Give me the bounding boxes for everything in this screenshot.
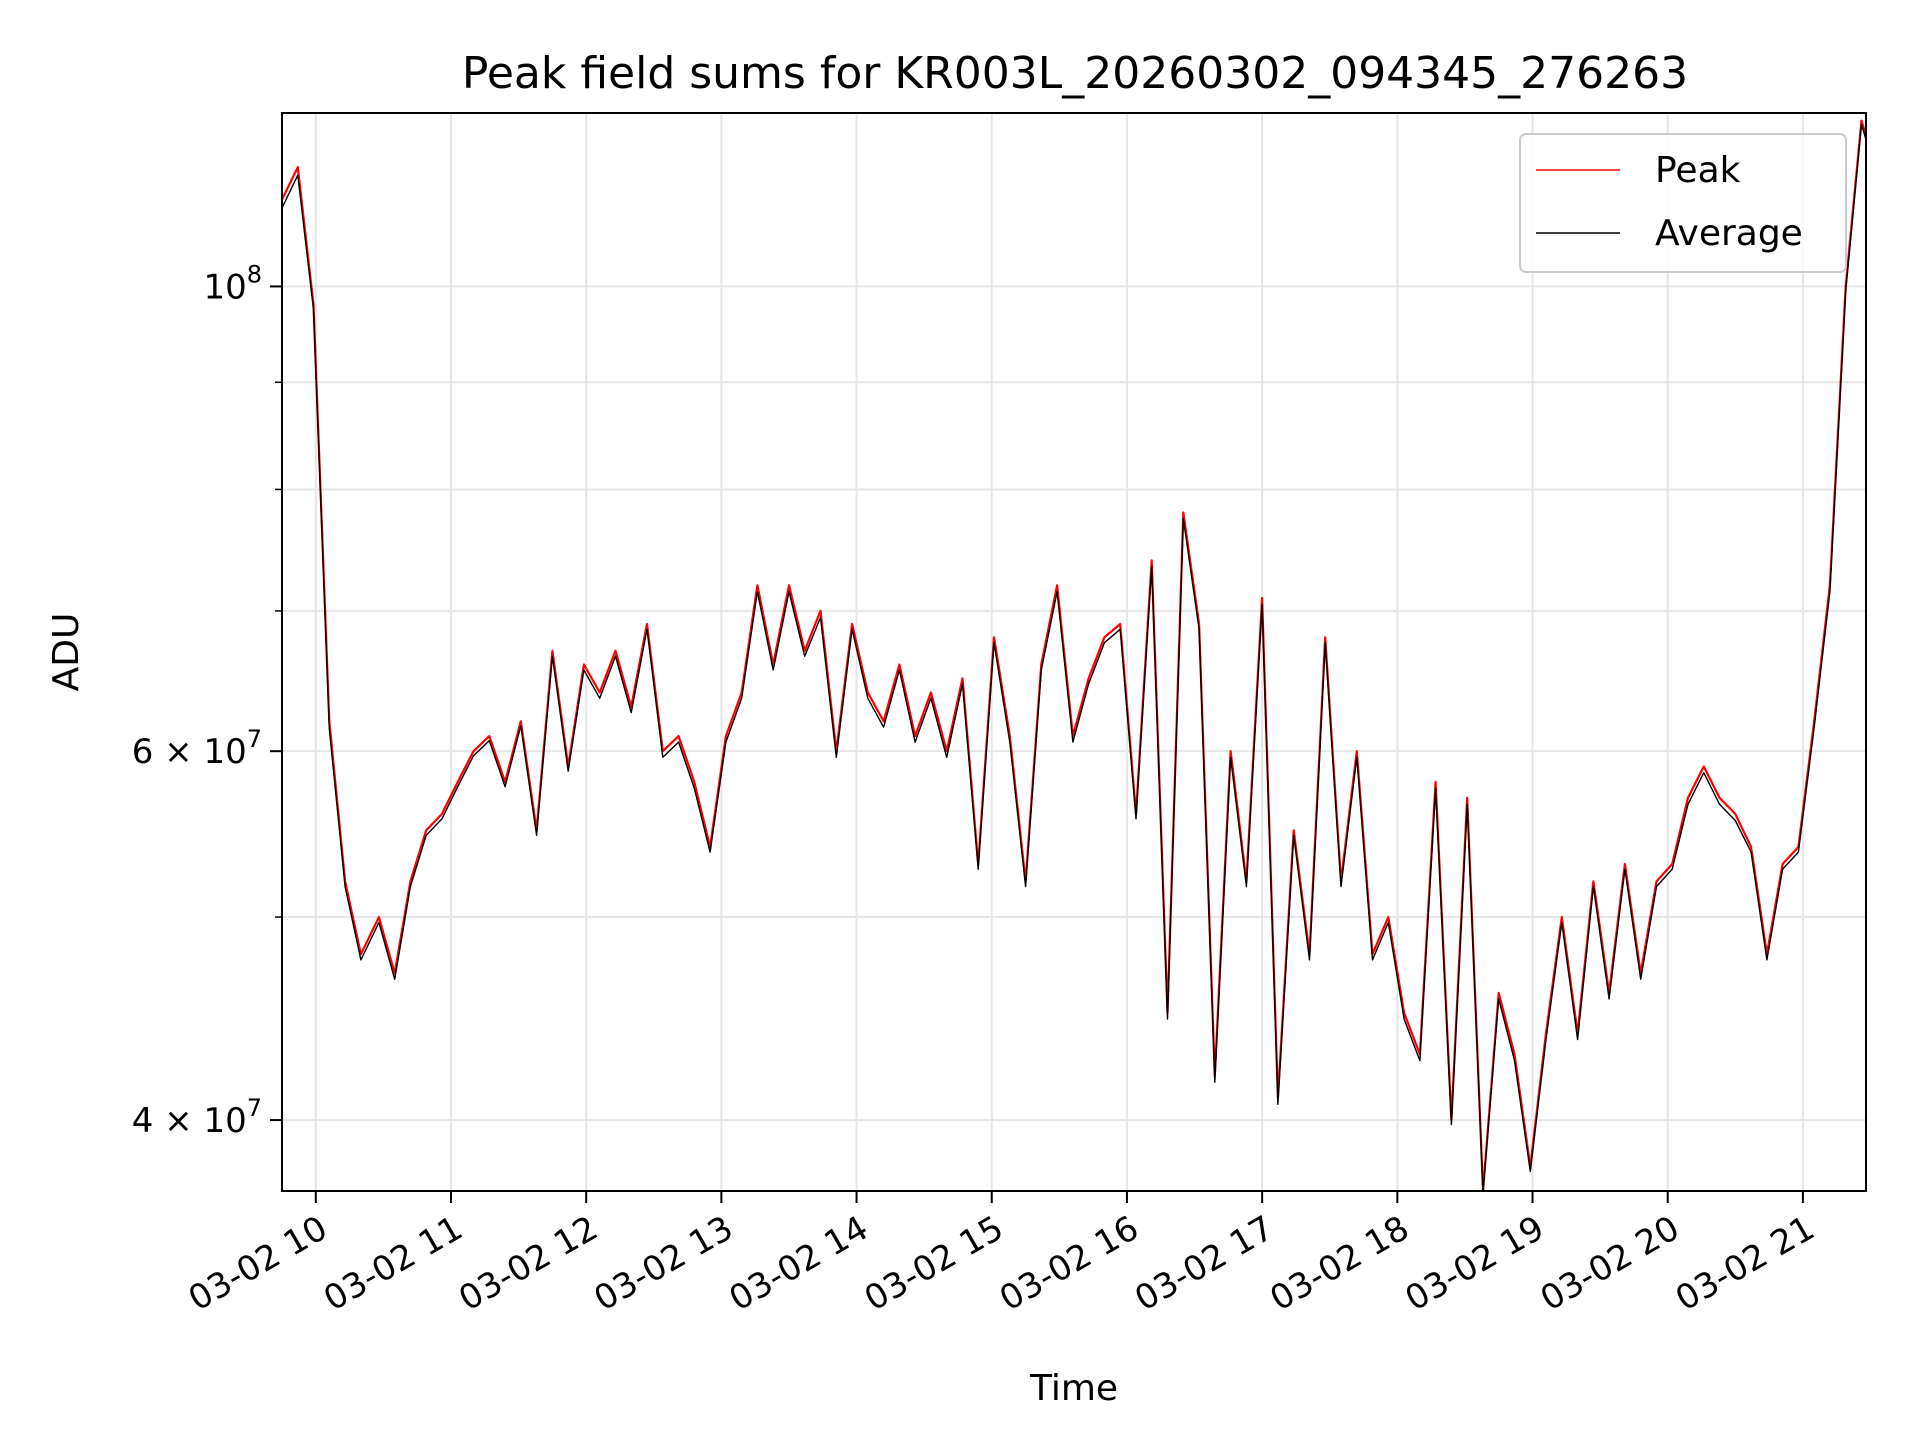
legend-label-average: Average (1655, 213, 1803, 254)
y-tick-base: 10 (203, 732, 246, 772)
grid-horizontal (282, 285, 1866, 1122)
grid-vertical (314, 113, 1804, 1191)
x-axis-label: Time (1029, 1368, 1118, 1409)
y-tick-mantissa: 4 × (132, 1101, 204, 1141)
y-tick-label: 108 (203, 260, 262, 307)
series-line-average (282, 123, 1866, 1191)
y-tick-exponent: 8 (247, 260, 262, 288)
y-tick-exponent: 7 (247, 1094, 262, 1122)
legend: Peak Average (1519, 133, 1847, 273)
y-tick-mantissa: 6 × (132, 732, 204, 772)
y-tick-base: 10 (203, 267, 246, 307)
y-axis-label: ADU (46, 613, 87, 692)
chart-title: Peak field sums for KR003L_20260302_0943… (462, 48, 1688, 99)
plot-frame (281, 112, 1867, 1192)
series-lines (282, 119, 1866, 1191)
legend-box (1519, 133, 1847, 273)
legend-label-peak: Peak (1655, 150, 1741, 191)
y-tick-base: 10 (203, 1101, 246, 1141)
y-tick-exponent: 7 (247, 725, 262, 753)
y-tick-label: 6 × 107 (132, 725, 262, 772)
y-tick-label: 4 × 107 (132, 1094, 262, 1141)
